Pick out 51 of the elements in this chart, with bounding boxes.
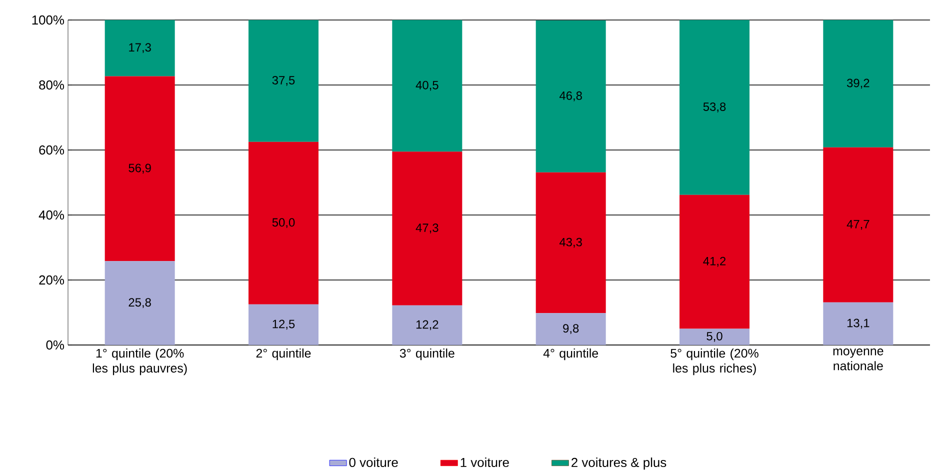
x-tick-label: moyenne nationale [833, 348, 884, 370]
data-label: 5,0 [706, 332, 722, 342]
x-tick-label: 2° quintile [256, 348, 311, 360]
legend-label: 0 voiture [349, 458, 398, 468]
legend-label: 1 voiture [460, 458, 509, 468]
y-tick-label: 60% [39, 145, 64, 155]
bar [248, 142, 319, 304]
x-tick-label: 3° quintile [400, 348, 454, 360]
bar [680, 328, 750, 345]
bar [823, 20, 894, 148]
data-label: 56,9 [128, 164, 151, 174]
y-tick-label: 80% [39, 80, 64, 90]
data-label: 40,5 [416, 80, 438, 91]
x-tick-label: 4° quintile [543, 348, 598, 360]
data-label: 37,5 [272, 76, 295, 86]
data-label: 53,8 [703, 102, 726, 112]
data-label: 13,1 [847, 318, 870, 329]
bar [392, 305, 462, 345]
data-label: 47,3 [416, 224, 438, 234]
bar [536, 313, 606, 345]
bar [248, 304, 319, 345]
x-tick-label: 1° quintile (20% les plus pauvres) [92, 348, 187, 376]
bar [680, 20, 750, 195]
bar [536, 20, 606, 172]
data-label: 17,3 [129, 43, 151, 54]
data-label: 25,8 [128, 298, 151, 308]
data-label: 39,2 [846, 78, 870, 89]
data-label: 12,5 [272, 320, 295, 330]
y-tick-label: 20% [39, 275, 64, 285]
bar [823, 302, 894, 345]
bar [104, 76, 175, 262]
bar [823, 147, 894, 302]
legend-label: 2 voitures & plus [572, 458, 666, 470]
data-label: 46,8 [559, 91, 582, 102]
bar [248, 20, 319, 142]
data-label: 9,8 [563, 324, 579, 334]
y-tick-label: 100% [32, 15, 64, 25]
data-label: 43,3 [559, 238, 582, 248]
data-label: 12,2 [416, 320, 438, 330]
bar [392, 152, 462, 306]
x-tick-label: 5° quintile (20% les plus riches) [670, 348, 758, 376]
bar [536, 172, 606, 314]
y-tick-label: 40% [38, 210, 64, 220]
y-tick-label: 0% [46, 340, 64, 350]
bar [392, 20, 462, 152]
data-label: 41,2 [703, 256, 726, 267]
bar [680, 194, 750, 329]
bar [104, 20, 175, 76]
data-label: 50,0 [272, 218, 295, 228]
data-label: 47,7 [846, 220, 870, 230]
bar [104, 261, 175, 345]
